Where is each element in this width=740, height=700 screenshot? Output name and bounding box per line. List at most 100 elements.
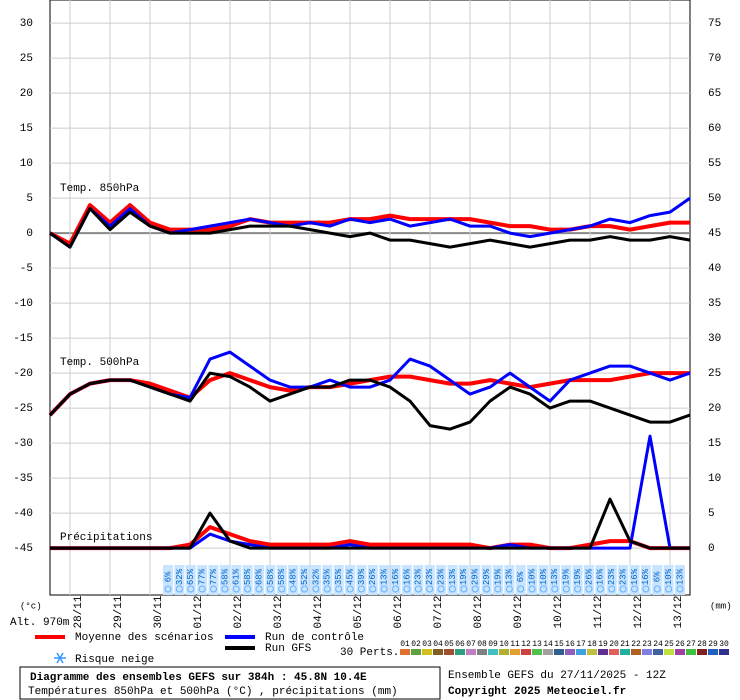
snow-label: 35% <box>334 568 344 585</box>
x-tick-label: 06/12 <box>393 595 405 628</box>
snow-label: 52% <box>300 568 310 585</box>
snow-cell <box>219 565 230 595</box>
snow-label: 35% <box>323 568 333 585</box>
y-tick-label: 25 <box>20 53 33 65</box>
y2-tick-label: 10 <box>708 473 721 485</box>
snow-cell <box>527 565 538 595</box>
snow-cell <box>492 565 503 595</box>
pert-label: 26 <box>675 640 685 649</box>
x-tick-label: 12/12 <box>633 595 645 628</box>
snow-label: 13% <box>380 568 390 585</box>
snow-icon <box>596 585 604 593</box>
pert-swatch <box>543 649 553 655</box>
y-tick-label: -35 <box>13 473 33 485</box>
annotation: Précipitations <box>60 532 152 544</box>
snow-cell <box>481 565 492 595</box>
snow-icon <box>392 585 400 593</box>
pert-swatch <box>532 649 542 655</box>
snow-icon <box>175 585 183 593</box>
pert-label: 09 <box>488 640 498 649</box>
y2-tick-label: 25 <box>708 368 721 380</box>
pert-swatch <box>686 649 696 655</box>
legend-label: Risque neige <box>75 654 154 666</box>
snow-label: 16% <box>402 568 412 585</box>
snow-label: 13% <box>675 568 685 585</box>
snow-label: 32% <box>175 568 185 585</box>
y-tick-label: 30 <box>20 18 33 30</box>
pert-swatch <box>455 649 465 655</box>
y2-tick-label: 0 <box>708 543 715 555</box>
snow-label: 29% <box>482 568 492 585</box>
snow-cell <box>185 565 196 595</box>
pert-swatch <box>499 649 509 655</box>
pert-label: 29 <box>708 640 718 649</box>
snow-cell <box>208 565 219 595</box>
snow-icon <box>676 585 684 593</box>
snow-icon <box>187 585 195 593</box>
legend-label: Run de contrôle <box>265 632 364 644</box>
pert-label: 14 <box>543 640 553 649</box>
snow-label: 23% <box>425 568 435 585</box>
y-tick-label: -40 <box>13 508 33 520</box>
snow-icon <box>562 585 570 593</box>
snow-label: 19% <box>459 568 469 585</box>
snow-icon <box>289 585 297 593</box>
pert-swatch <box>598 649 608 655</box>
snow-cell <box>424 565 435 595</box>
series-line <box>50 497 690 550</box>
snow-icon <box>471 585 479 593</box>
snow-cell <box>538 565 549 595</box>
snow-cell <box>583 565 594 595</box>
pert-label: 12 <box>521 640 531 649</box>
snow-label: 26% <box>368 568 378 585</box>
snow-icon <box>255 585 263 593</box>
snow-icon <box>426 585 434 593</box>
snow-cell <box>640 565 651 595</box>
snow-label: 19% <box>573 568 583 585</box>
y-tick-label: -15 <box>13 333 33 345</box>
pert-swatch <box>488 649 498 655</box>
y-axis-label: (°c) <box>20 601 42 611</box>
snow-icon <box>608 585 616 593</box>
y2-tick-label: 5 <box>708 508 715 520</box>
pert-label: 10 <box>499 640 509 649</box>
snow-icon <box>517 585 525 593</box>
annotation: Temp. 850hPa <box>60 183 140 195</box>
pert-label: 01 <box>400 640 410 649</box>
snow-label: 61% <box>232 568 242 585</box>
snow-label: 58% <box>220 568 230 585</box>
snow-cell <box>504 565 515 595</box>
y2-tick-label: 60 <box>708 123 721 135</box>
snow-icon <box>574 585 582 593</box>
pert-label: 15 <box>554 640 564 649</box>
snow-cell <box>458 565 469 595</box>
snow-cell <box>606 565 617 595</box>
snow-cell <box>663 565 674 595</box>
pert-label: 11 <box>510 640 520 649</box>
pert-label: 02 <box>411 640 421 649</box>
pert-swatch <box>521 649 531 655</box>
y-tick-label: -30 <box>13 438 33 450</box>
pert-label: 18 <box>587 640 597 649</box>
pert-swatch <box>411 649 421 655</box>
x-tick-label: 11/12 <box>593 595 605 628</box>
snow-label: 16% <box>391 568 401 585</box>
snow-label: 10% <box>664 568 674 585</box>
snow-label: 6% <box>516 571 526 582</box>
y2-tick-label: 20 <box>708 403 721 415</box>
snow-icon <box>346 585 354 593</box>
series-line <box>49 207 691 249</box>
pert-swatch <box>466 649 476 655</box>
annotation: Temp. 500hPa <box>60 357 140 369</box>
pert-label: 23 <box>642 640 652 649</box>
snow-icon <box>232 585 240 593</box>
snow-label: 45% <box>345 568 355 585</box>
y2-tick-label: 55 <box>708 158 721 170</box>
snow-cell <box>629 565 640 595</box>
snow-icon <box>619 585 627 593</box>
pert-swatch <box>664 649 674 655</box>
legend-label: Moyenne des scénarios <box>75 632 214 644</box>
pert-swatch <box>510 649 520 655</box>
snow-icon <box>266 585 274 593</box>
pert-label: 08 <box>477 640 487 649</box>
